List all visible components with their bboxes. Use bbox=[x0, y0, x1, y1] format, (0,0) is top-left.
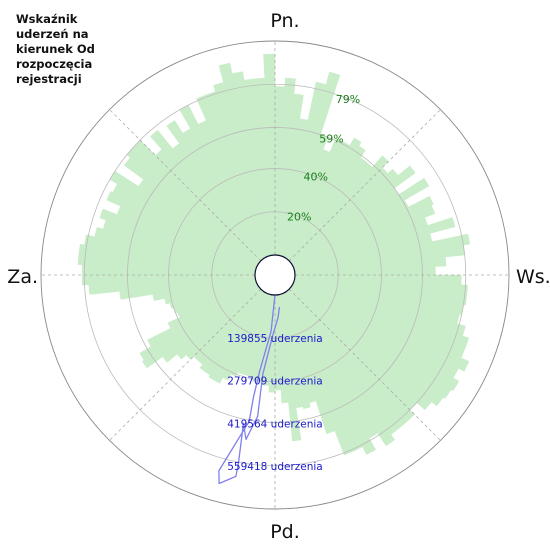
percent-tick-label: 59% bbox=[319, 133, 343, 146]
center-hole bbox=[254, 254, 296, 296]
direction-bar bbox=[99, 208, 276, 276]
direction-label-north: Pn. bbox=[270, 10, 299, 32]
direction-bar bbox=[274, 165, 416, 276]
count-tick-label: 279709 uderzenia bbox=[227, 376, 323, 388]
direction-bar bbox=[274, 177, 430, 276]
direction-bar bbox=[218, 62, 276, 276]
direction-bar bbox=[274, 274, 396, 447]
count-tick-label: 139855 uderzenia bbox=[227, 333, 323, 345]
chart-title: Wskaźnik uderzeń na kierunek Od rozpoczę… bbox=[16, 12, 95, 86]
direction-bar bbox=[274, 145, 366, 276]
direction-bar bbox=[199, 274, 276, 372]
direction-bar bbox=[274, 274, 452, 399]
direction-bar bbox=[106, 191, 276, 276]
direction-bar bbox=[274, 274, 377, 455]
line-layer bbox=[218, 294, 281, 485]
direction-bar bbox=[274, 274, 470, 372]
count-tick-label: 419564 uderzenia bbox=[227, 418, 323, 430]
direction-bar bbox=[274, 137, 362, 276]
direction-bar bbox=[274, 274, 311, 409]
count-tick-label: 559418 uderzenia bbox=[227, 461, 323, 473]
direction-bar bbox=[274, 274, 289, 404]
direction-bar bbox=[141, 274, 276, 369]
direction-bar bbox=[274, 256, 447, 276]
direction-label-south: Pd. bbox=[270, 521, 300, 543]
strike-count-line bbox=[218, 294, 281, 485]
outer-ring bbox=[40, 40, 510, 510]
direction-bar bbox=[274, 205, 436, 276]
direction-bar bbox=[208, 274, 276, 381]
center-layer bbox=[254, 254, 296, 296]
percent-tick-label: 40% bbox=[304, 171, 328, 184]
direction-label-east: Ws. bbox=[516, 266, 550, 288]
direction-label-west: Za. bbox=[7, 266, 38, 288]
direction-bar bbox=[274, 195, 434, 276]
bars-layer bbox=[77, 53, 471, 456]
direction-bar bbox=[274, 274, 302, 442]
direction-bar bbox=[149, 129, 276, 276]
direction-bar bbox=[274, 274, 432, 411]
direction-bar bbox=[167, 274, 276, 329]
direction-bar bbox=[231, 71, 276, 276]
direction-bar bbox=[166, 120, 276, 276]
grid-layer bbox=[40, 40, 510, 510]
direction-bar bbox=[274, 217, 456, 276]
direction-bar bbox=[274, 274, 336, 435]
percent-tick-label: 20% bbox=[287, 211, 311, 224]
direction-bar bbox=[139, 274, 276, 361]
direction-bar bbox=[263, 53, 276, 276]
labels-layer: Pn. Ws. Pd. Za. 20% 40% 59% 79% 139855 uderz… bbox=[7, 10, 550, 543]
direction-bar bbox=[274, 274, 460, 391]
percent-tick-label: 79% bbox=[336, 93, 360, 106]
direction-bar bbox=[274, 233, 471, 276]
direction-bar bbox=[147, 274, 276, 347]
